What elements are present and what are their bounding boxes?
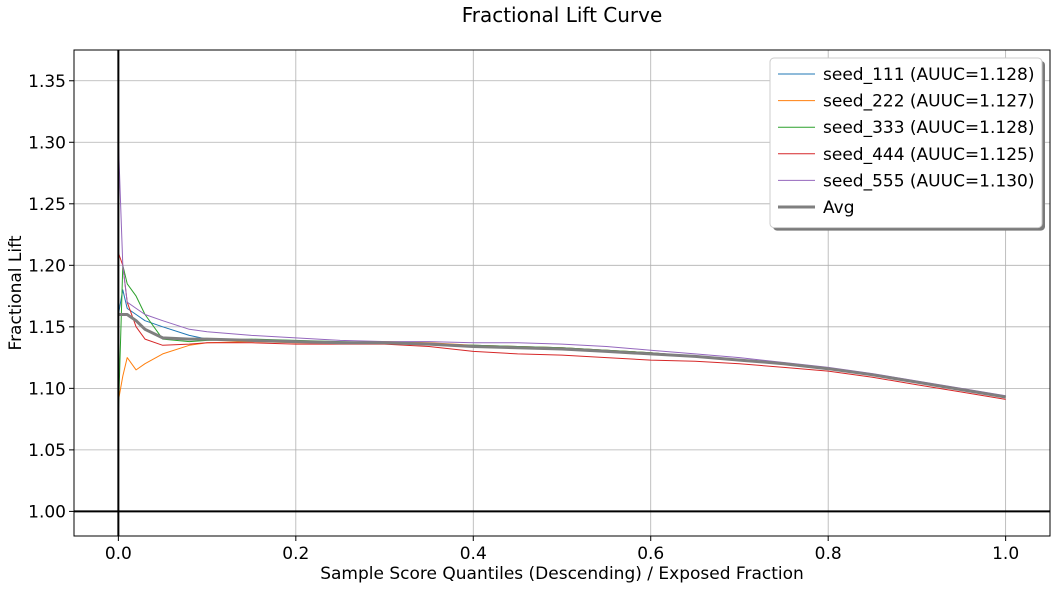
y-tick-label: 1.30 [28,133,66,153]
y-tick-label: 1.35 [28,72,66,92]
legend: seed_111 (AUUC=1.128) seed_222 (AUUC=1.12… [769,57,1045,231]
legend-label: seed_222 (AUUC=1.127) [823,92,1034,112]
y-tick-label: 1.20 [28,256,66,276]
legend-label: seed_333 (AUUC=1.128) [823,118,1034,138]
series-line-5 [118,313,1006,399]
chart-title: Fractional Lift Curve [462,3,663,27]
y-tick-label: 1.15 [28,318,66,338]
x-tick-label: 0.4 [460,544,487,564]
x-tick-label: 1.0 [992,544,1019,564]
y-tick-label: 1.00 [28,502,66,522]
plot-frame [73,49,1051,537]
series-line-3 [117,252,1006,400]
y-axis-label: Fractional Lift [6,235,26,350]
legend-label: Avg [823,198,855,218]
legend-box [769,57,1043,229]
x-tick-label: 0.0 [105,544,132,564]
legend-label: seed_555 (AUUC=1.130) [823,171,1034,191]
legend-label: seed_111 (AUUC=1.128) [823,65,1034,85]
y-tick-label: 1.10 [28,379,66,399]
reference-lines [74,50,1050,536]
series-group [117,142,1006,414]
x-tick-label: 0.8 [815,544,842,564]
x-axis-label: Sample Score Quantiles (Descending) / Ex… [320,564,804,584]
axis-ticks: 0.0 0.2 0.4 0.6 0.8 1.0 1.00 1.05 1.10 1.15 1.20 1.… [28,72,1019,564]
legend-label: seed_444 (AUUC=1.125) [823,145,1034,165]
x-tick-label: 0.2 [282,544,309,564]
y-tick-label: 1.25 [28,195,66,215]
y-tick-label: 1.05 [28,441,66,461]
x-tick-label: 0.6 [637,544,664,564]
